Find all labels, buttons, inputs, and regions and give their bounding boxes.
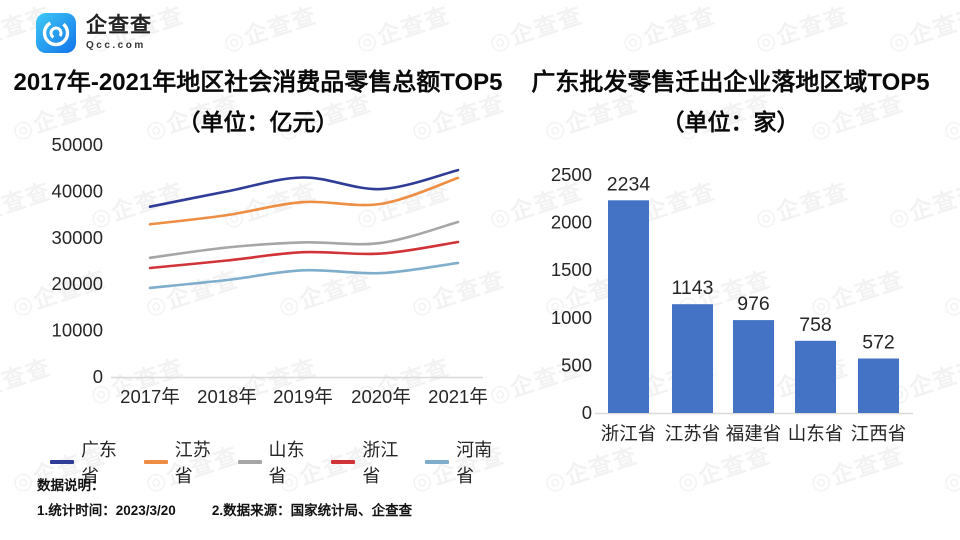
bar-value-label: 976: [737, 293, 770, 315]
bar-category-label: 浙江省: [601, 423, 657, 444]
right-title-block: 广东批发零售迁出企业落地区域TOP5 （单位：家）: [508, 62, 953, 137]
bar-江西省: [858, 358, 899, 413]
legend-label: 山东省: [268, 440, 305, 486]
bar-category-label: 江西省: [851, 423, 907, 444]
legend-item-山东省: 山东省: [237, 436, 323, 488]
legend-item-广东省: 广东省: [50, 436, 135, 488]
right-chart-subtitle: （单位：家）: [661, 109, 800, 135]
left-title-block: 2017年-2021年地区社会消费品零售总额TOP5 （单位：亿元）: [8, 62, 508, 137]
bar-chart-y-tick-label: 1500: [551, 259, 592, 280]
line-series-广东省: [148, 168, 460, 208]
bar-浙江省: [608, 200, 649, 413]
line-chart-y-tick-label: 30000: [52, 227, 103, 248]
logo-spiral-inner: [49, 26, 63, 40]
logo-square: [36, 13, 76, 53]
left-chart-subtitle: （单位：亿元）: [177, 109, 339, 135]
bar-category-label: 山东省: [788, 423, 844, 444]
bar-江苏省: [672, 304, 713, 413]
line-chart-y-tick-label: 10000: [52, 320, 103, 341]
line-chart-x-tick-label: 2019年: [273, 386, 333, 407]
bar-category-label: 福建省: [726, 423, 782, 444]
legend-item-江苏省: 江苏省: [143, 436, 229, 488]
bar-chart-y-tick-label: 500: [561, 354, 592, 375]
footnote: 数据说明： 1.统计时间：2023/3/20 2.数据来源：国家统计局、企查查: [37, 474, 412, 519]
line-chart-x-tick-label: 2018年: [197, 386, 257, 407]
bar-chart-y-tick-label: 2500: [551, 164, 592, 185]
legend-dash-icon: [50, 460, 74, 464]
footnote-stat-time: 1.统计时间：2023/3/20: [37, 503, 176, 518]
legend-item-浙江省: 浙江省: [331, 436, 416, 488]
legend-dash-icon: [237, 460, 262, 464]
line-chart-y-tick-label: 20000: [52, 273, 103, 294]
bar-chart: 0 500 1000 1500 2000 2500 2234 浙江省 1143 江苏省 976 福建省…: [551, 164, 913, 444]
line-chart-x-tick-label: 2021年: [428, 386, 488, 407]
qcc-logo: 企查查 Qcc.com: [35, 12, 152, 54]
footnote-data-source: 2.数据来源：国家统计局、企查查: [211, 503, 413, 518]
line-chart-x-tick-label: 2017年: [120, 386, 180, 407]
line-series-河南省: [148, 261, 460, 290]
bar-chart-y-tick-label: 2000: [551, 212, 592, 233]
line-chart-y-tick-label: 50000: [52, 134, 103, 155]
bar-value-label: 572: [862, 332, 895, 354]
legend-label: 浙江省: [362, 440, 399, 486]
legend-label: 河南省: [456, 440, 493, 486]
bar-value-label: 1143: [672, 277, 714, 299]
footnote-heading: 数据说明：: [37, 478, 105, 493]
brand-name: 企查查: [86, 14, 152, 37]
bar-value-label: 2234: [607, 173, 651, 195]
qcc-logo-icon: [36, 13, 76, 53]
legend-dash-icon: [425, 460, 450, 464]
legend-dash-icon: [143, 460, 168, 464]
line-chart-y-tick-label: 0: [93, 366, 103, 387]
line-series-浙江省: [148, 240, 460, 270]
bar-福建省: [733, 320, 774, 413]
footnote-line2: 1.统计时间：2023/3/20 2.数据来源：国家统计局、企查查: [37, 499, 412, 519]
legend-label: 广东省: [80, 440, 117, 486]
line-chart: 0 10000 20000 30000 40000 50000 2017年 2018年 2019…: [52, 134, 488, 407]
bar-chart-y-tick-label: 1000: [551, 307, 592, 328]
logo-spiral-outer: [42, 19, 70, 47]
bar-category-label: 江苏省: [665, 423, 721, 444]
bar-山东省: [795, 340, 836, 413]
left-chart-title: 2017年-2021年地区社会消费品零售总额TOP5: [13, 69, 503, 96]
bar-chart-y-tick-label: 0: [582, 402, 592, 423]
line-series-山东省: [148, 220, 460, 260]
line-chart-x-tick-label: 2020年: [351, 386, 411, 407]
line-chart-legend: 广东省 江苏省 山东省 浙江省 河南省: [50, 436, 510, 488]
right-chart-title: 广东批发零售迁出企业落地区域TOP5: [531, 69, 930, 96]
legend-dash-icon: [331, 460, 356, 464]
line-chart-y-tick-label: 40000: [52, 180, 103, 201]
bar-value-label: 758: [799, 314, 832, 336]
line-series-江苏省: [148, 176, 460, 226]
logo-text: 企查查 Qcc.com: [86, 15, 152, 51]
legend-item-河南省: 河南省: [425, 436, 510, 488]
brand-domain: Qcc.com: [86, 40, 146, 51]
legend-label: 江苏省: [174, 440, 211, 486]
